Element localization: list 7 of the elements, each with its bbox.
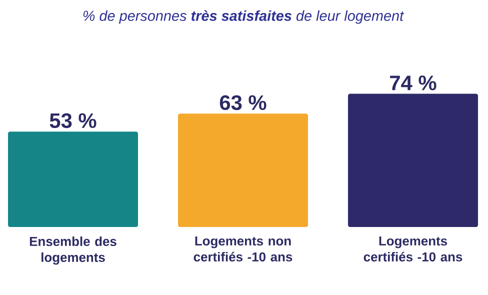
- x-tick-label: Logements non certifiés -10 ans: [194, 236, 292, 262]
- data-label: 74 %: [390, 76, 436, 90]
- data-label: 53 %: [50, 113, 96, 128]
- data-label: 63 %: [220, 95, 266, 110]
- x-tick-label: Ensemble des logements: [30, 236, 116, 265]
- x-tick-label: Logements certifiés -10 ans: [364, 236, 462, 262]
- chart-title: % de personnes très satisfaites de leur logement: [83, 10, 404, 24]
